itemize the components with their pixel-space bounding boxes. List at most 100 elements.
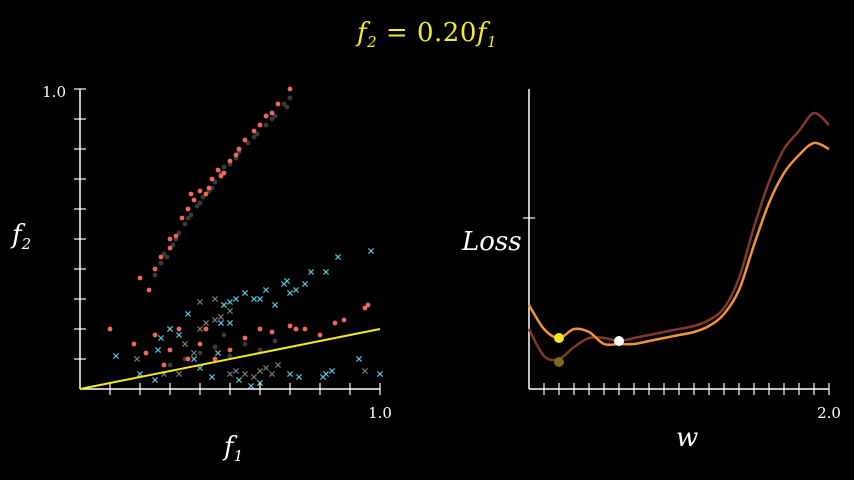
scatter-dot — [197, 350, 203, 356]
scatter-dot — [185, 206, 191, 212]
title-rhs-subscript: 1 — [486, 33, 498, 52]
scatter-dot — [176, 326, 182, 332]
scatter-cross — [247, 382, 255, 390]
scatter-dot — [263, 113, 269, 119]
scatter-dot — [233, 152, 239, 158]
scatter-cross — [217, 313, 225, 321]
scatter-cross — [250, 295, 258, 303]
scatter-cross — [361, 367, 369, 375]
scatter-cross — [274, 361, 282, 369]
scatter-cross — [133, 355, 141, 363]
scatter-dot — [287, 323, 293, 329]
scatter-dot — [179, 215, 185, 221]
chart-title: f2 = 0.20f1 — [0, 18, 854, 51]
scatter-cross — [232, 367, 240, 375]
loss-plot: 2.0 w Loss — [461, 89, 841, 453]
scatter-dot — [209, 176, 215, 182]
scatter-dot — [203, 191, 209, 197]
scatter-cross — [217, 319, 225, 327]
scatter-dot — [212, 356, 218, 362]
loss-marker-previous — [554, 357, 564, 367]
scatter-dot — [164, 254, 170, 260]
scatter-plot: 1.0 1.0 f1 f2 — [10, 83, 392, 465]
scatter-dot — [161, 362, 167, 368]
scatter-cross — [151, 376, 159, 384]
scatter-cross — [175, 370, 183, 378]
scatter-dot — [287, 86, 293, 92]
scatter-cross — [283, 277, 291, 285]
scatter-dot — [158, 260, 164, 266]
scatter-dot — [143, 350, 149, 356]
scatter-dot — [275, 101, 281, 107]
scatter-dot — [146, 287, 152, 293]
scatter-cross — [334, 253, 342, 261]
scatter-dot — [269, 116, 275, 122]
scatter-dot — [152, 272, 158, 278]
scatter-dot — [341, 317, 347, 323]
scatter-dot — [152, 266, 158, 272]
decision-line — [79, 328, 381, 390]
scatter-cross — [322, 370, 330, 378]
scatter-dot — [188, 212, 194, 218]
scatter-y-axis-label: f2 — [10, 220, 31, 253]
scatter-cross — [241, 289, 249, 297]
scatter-cross — [256, 295, 264, 303]
scatter-dot — [176, 230, 182, 236]
scatter-cross — [196, 325, 204, 333]
scatter-points — [107, 86, 384, 390]
scatter-cross — [256, 367, 264, 375]
scatter-cross — [301, 280, 309, 288]
scatter-dot — [161, 251, 167, 257]
scatter-dot — [269, 329, 275, 335]
y-label-subscript: 2 — [21, 235, 32, 253]
scatter-cross — [235, 376, 243, 384]
scatter-dot — [332, 320, 338, 326]
scatter-dot — [254, 131, 260, 137]
scatter-cross — [190, 355, 198, 363]
scatter-cross — [307, 268, 315, 276]
scatter-dot — [170, 242, 176, 248]
scatter-dot — [242, 137, 248, 143]
scatter-cross — [232, 295, 240, 303]
scatter-dot — [269, 110, 275, 116]
title-rhs-symbol: f — [476, 18, 487, 48]
title-lhs-subscript: 2 — [367, 33, 378, 52]
scatter-dot — [272, 113, 278, 119]
title-equals: = — [377, 18, 417, 48]
scatter-cross — [295, 373, 303, 381]
scatter-x-axis-label: f1 — [222, 432, 243, 465]
scatter-dot — [242, 335, 248, 341]
loss-axes — [523, 89, 830, 395]
scatter-dot — [281, 101, 287, 107]
scatter-dot — [167, 347, 173, 353]
scatter-cross — [355, 355, 363, 363]
scatter-dot — [272, 338, 278, 344]
scatter-dot — [212, 179, 218, 185]
scatter-cross — [226, 319, 234, 327]
scatter-dot — [137, 275, 143, 281]
scatter-dot — [203, 326, 209, 332]
scatter-cross — [250, 373, 258, 381]
scatter-dot — [257, 347, 263, 353]
scatter-cross — [154, 346, 162, 354]
scatter-cross — [112, 352, 120, 360]
scatter-cross — [322, 268, 330, 276]
scatter-dot — [317, 332, 323, 338]
scatter-dot — [302, 326, 308, 332]
loss-curve-previous — [527, 111, 830, 362]
scatter-cross — [262, 286, 270, 294]
scatter-cross — [268, 370, 276, 378]
loss-curve-current — [527, 141, 830, 347]
scatter-axes — [74, 88, 381, 395]
loss-x-axis-label: w — [676, 423, 698, 453]
scatter-dot — [152, 332, 158, 338]
scatter-dot — [287, 95, 293, 101]
scatter-cross — [328, 367, 336, 375]
scatter-dot — [227, 353, 233, 359]
x-label-subscript: 1 — [234, 447, 244, 465]
scatter-cross — [157, 334, 165, 342]
scatter-dot — [227, 347, 233, 353]
scatter-dot — [245, 140, 251, 146]
scatter-cross — [226, 298, 234, 306]
scatter-dot — [173, 233, 179, 239]
